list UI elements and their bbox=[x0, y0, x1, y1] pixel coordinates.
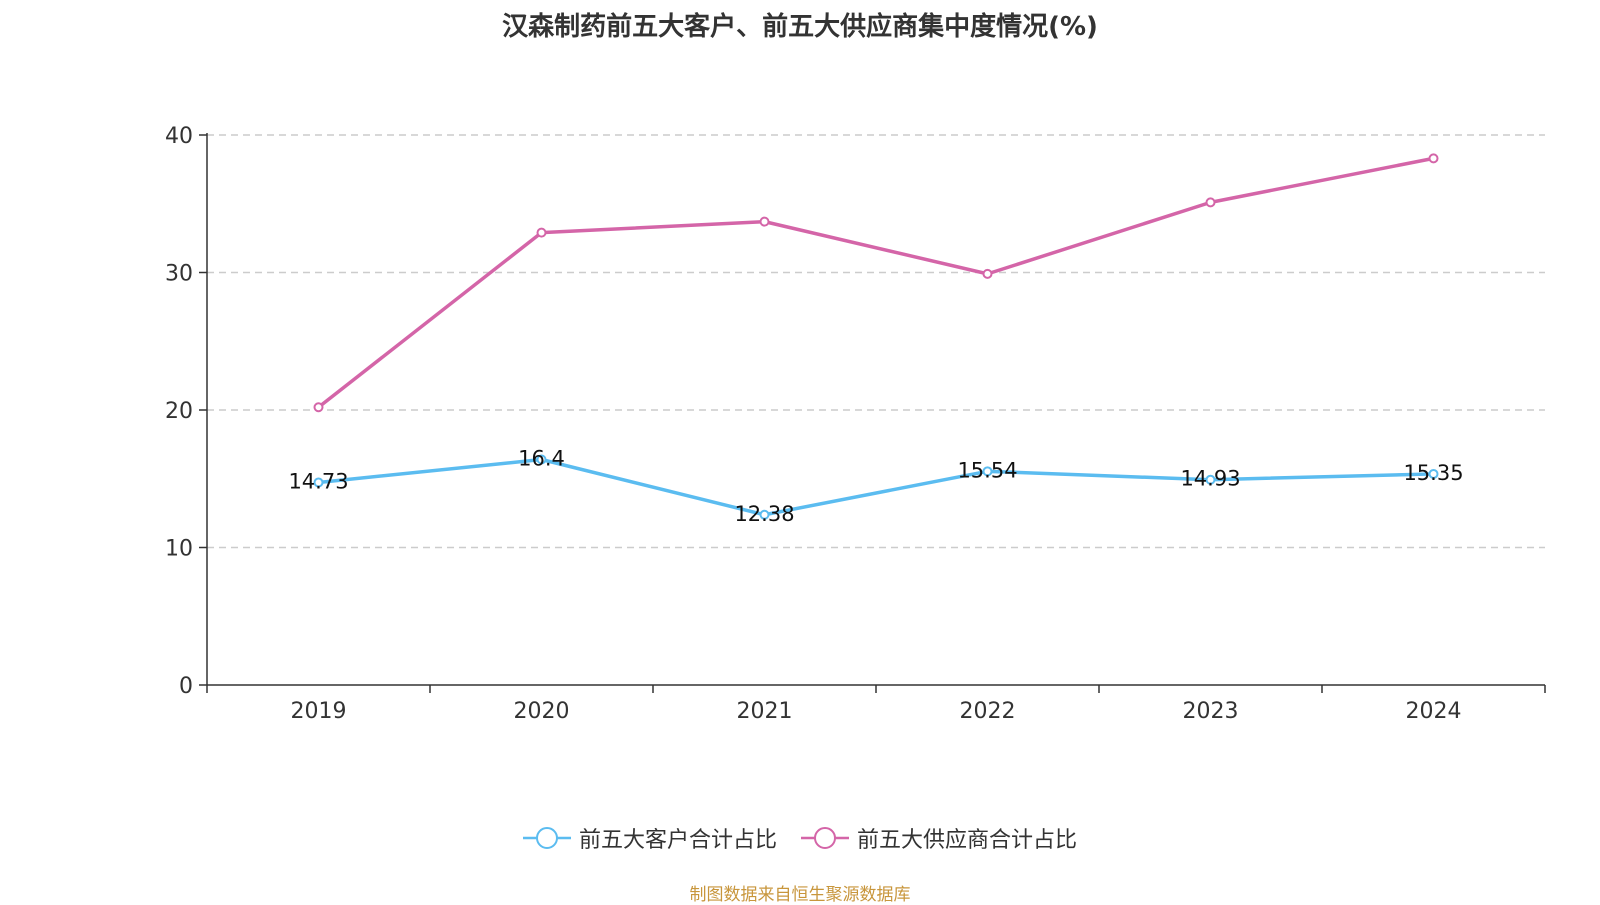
chart-title: 汉森制药前五大客户、前五大供应商集中度情况(%) bbox=[502, 12, 1098, 42]
data-point bbox=[982, 268, 993, 279]
legend-item-1[interactable]: 前五大客户合计占比 bbox=[522, 822, 777, 854]
series-line-2 bbox=[317, 156, 1434, 409]
data-label: 15.54 bbox=[957, 458, 1017, 482]
source-note: 制图数据来自恒生聚源数据库 bbox=[689, 885, 911, 905]
legend: 前五大客户合计占比 前五大供应商合计占比 bbox=[0, 822, 1600, 854]
line-chart: 0 10 20 30 40 2019 2020 2021 2022 2023 2024 14.73 16… bbox=[165, 124, 1546, 724]
legend-label: 前五大客户合计占比 bbox=[578, 828, 777, 853]
data-point bbox=[759, 509, 770, 520]
data-point bbox=[982, 466, 993, 477]
data-label: 12.38 bbox=[734, 502, 794, 526]
x-tick-label: 2021 bbox=[737, 699, 793, 724]
x-tick-label: 2022 bbox=[960, 699, 1016, 724]
legend-marker-icon bbox=[801, 827, 849, 849]
y-tick-label: 10 bbox=[165, 537, 193, 562]
y-tick-label: 20 bbox=[165, 399, 193, 424]
data-label: 14.93 bbox=[1180, 467, 1240, 491]
y-tick-label: 0 bbox=[179, 674, 193, 699]
x-tick-label: 2019 bbox=[291, 699, 347, 724]
data-label: 14.73 bbox=[288, 469, 348, 493]
x-tick-label: 2020 bbox=[514, 699, 570, 724]
data-point bbox=[313, 477, 324, 488]
x-tick-label: 2024 bbox=[1406, 699, 1462, 724]
data-point bbox=[1428, 468, 1439, 479]
x-tick-label: 2023 bbox=[1183, 699, 1239, 724]
data-label: 16.4 bbox=[518, 447, 565, 471]
data-point bbox=[1428, 153, 1439, 164]
y-tick-label: 30 bbox=[165, 262, 193, 287]
y-tick-label: 40 bbox=[165, 124, 193, 149]
legend-label: 前五大供应商合计占比 bbox=[857, 828, 1078, 853]
legend-marker-icon bbox=[522, 827, 571, 849]
data-point bbox=[759, 216, 770, 227]
data-point bbox=[1205, 197, 1216, 208]
data-point bbox=[536, 454, 547, 465]
data-point bbox=[313, 402, 324, 413]
data-label: 15.35 bbox=[1403, 461, 1463, 485]
legend-item-2[interactable]: 前五大供应商合计占比 bbox=[801, 822, 1077, 854]
series-line-1 bbox=[318, 457, 1434, 517]
data-point bbox=[536, 227, 547, 238]
data-point bbox=[1205, 474, 1216, 485]
